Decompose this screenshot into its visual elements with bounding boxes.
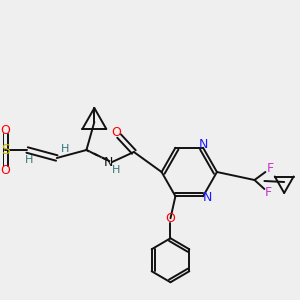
- Text: N: N: [202, 191, 212, 204]
- Text: S: S: [1, 143, 10, 157]
- Text: O: O: [0, 124, 10, 136]
- Text: H: H: [112, 165, 120, 175]
- Text: H: H: [25, 155, 33, 165]
- Text: N: N: [103, 157, 113, 169]
- Text: O: O: [0, 164, 10, 176]
- Text: F: F: [265, 187, 272, 200]
- Text: F: F: [267, 163, 274, 176]
- Text: O: O: [166, 212, 176, 225]
- Text: N: N: [198, 138, 208, 151]
- Text: H: H: [61, 144, 69, 154]
- Text: O: O: [111, 127, 121, 140]
